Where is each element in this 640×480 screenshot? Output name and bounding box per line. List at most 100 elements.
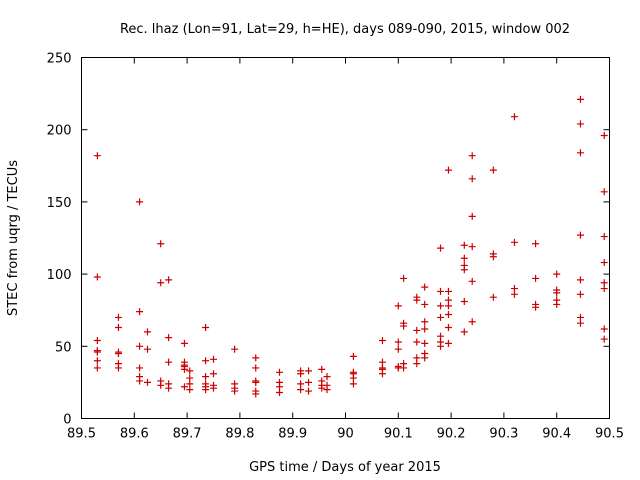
data-point [532, 240, 540, 248]
data-point [400, 322, 408, 330]
data-point [437, 287, 445, 295]
data-point [394, 345, 402, 353]
data-point [93, 273, 101, 281]
data-point [210, 355, 217, 363]
data-point [437, 244, 445, 252]
data-point [600, 188, 608, 196]
data-point [93, 152, 101, 160]
data-point [553, 289, 561, 297]
y-tick-label: 50 [55, 340, 72, 355]
data-point [444, 287, 452, 295]
data-point [305, 378, 313, 386]
data-point [231, 345, 239, 353]
data-point [421, 318, 429, 326]
data-point [323, 373, 331, 381]
data-point [144, 328, 151, 336]
data-point [421, 283, 429, 291]
data-point [186, 367, 194, 375]
data-points [93, 95, 608, 398]
data-point [136, 364, 144, 372]
data-point [394, 302, 402, 310]
x-tick-label: 90.1 [384, 427, 413, 442]
data-point [532, 274, 540, 282]
data-point [400, 364, 408, 372]
chart-title: Rec. lhaz (Lon=91, Lat=29, h=HE), days 0… [120, 22, 570, 37]
data-point [444, 302, 452, 310]
data-point [468, 175, 476, 183]
data-point [136, 342, 144, 350]
y-axis-title: STEC from uqrg / TECUs [6, 160, 21, 316]
data-point [252, 378, 260, 386]
data-point [349, 380, 357, 388]
data-point [394, 338, 402, 346]
x-tick-label: 90.3 [489, 427, 518, 442]
x-tick-label: 90 [337, 427, 354, 442]
data-point [510, 113, 518, 121]
data-point [444, 166, 452, 174]
data-point [276, 389, 283, 397]
data-point [165, 276, 173, 284]
data-point [378, 370, 386, 378]
y-tick-label: 200 [47, 124, 72, 139]
data-point [489, 166, 497, 174]
data-point [252, 364, 260, 372]
data-point [305, 367, 313, 375]
data-point [576, 95, 584, 103]
x-tick-label: 89.7 [173, 427, 202, 442]
data-point [600, 131, 608, 139]
x-tick-label: 90.4 [542, 427, 571, 442]
data-point [444, 339, 452, 347]
data-point [468, 212, 476, 220]
data-point [576, 276, 584, 284]
x-tick-label: 89.8 [225, 427, 254, 442]
data-point [202, 373, 210, 381]
data-point [437, 302, 445, 310]
data-point [421, 300, 429, 308]
data-point [437, 342, 445, 350]
data-point [180, 365, 188, 373]
data-point [114, 324, 122, 332]
data-point [297, 370, 305, 378]
data-point [413, 360, 421, 368]
data-point [210, 384, 217, 392]
data-point [600, 335, 608, 343]
data-point [93, 364, 101, 372]
data-point [576, 319, 584, 327]
y-tick-label: 150 [47, 196, 72, 211]
data-point [576, 290, 584, 298]
data-point [421, 339, 429, 347]
data-point [600, 285, 608, 293]
data-point [600, 259, 608, 267]
x-tick-label: 90.2 [437, 427, 466, 442]
data-point [318, 384, 326, 392]
data-point [413, 338, 421, 346]
data-point [421, 325, 429, 333]
x-axis-title: GPS time / Days of year 2015 [249, 460, 441, 475]
data-point [165, 358, 173, 366]
data-point [252, 390, 260, 398]
data-point [444, 324, 452, 332]
data-point [460, 328, 468, 336]
x-tick-label: 90.5 [595, 427, 624, 442]
data-point [93, 337, 101, 345]
data-point [165, 334, 173, 342]
y-tick-label: 250 [47, 52, 72, 67]
data-point [413, 326, 421, 334]
data-point [144, 378, 151, 386]
data-point [114, 350, 122, 358]
data-point [202, 386, 210, 394]
x-tick-label: 89.9 [278, 427, 307, 442]
data-point [252, 354, 260, 362]
data-point [532, 303, 540, 311]
data-point [600, 233, 608, 241]
data-point [202, 357, 210, 365]
data-point [136, 198, 144, 206]
data-point [136, 308, 144, 316]
y-tick-label: 100 [47, 268, 72, 283]
data-point [378, 337, 386, 345]
data-point [600, 325, 608, 333]
data-point [186, 386, 194, 394]
data-point [276, 368, 283, 376]
data-point [318, 365, 326, 373]
data-point [231, 387, 239, 395]
